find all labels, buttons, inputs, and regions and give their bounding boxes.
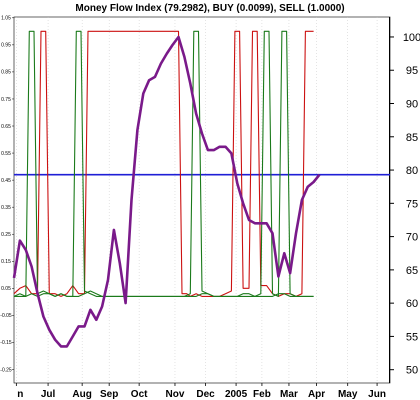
left-tick-label: 0.45: [1, 178, 11, 184]
left-tick-label: 0.75: [1, 97, 11, 103]
x-tick-label: Feb: [253, 389, 271, 400]
right-tick-label: 90: [406, 99, 418, 111]
right-axis: 50 55 60 65 70 75 80 85 90 95 100: [390, 32, 420, 377]
left-tick-label: 0.25: [1, 232, 11, 238]
series-layer: [12, 30, 321, 348]
left-tick-label: 0.35: [1, 205, 11, 211]
left-tick-label: 0.15: [1, 259, 11, 265]
x-tick-label: Nov: [166, 389, 185, 400]
left-tick-label: 1.05: [1, 16, 11, 22]
left-tick-label: -0.05: [0, 313, 12, 319]
left-tick-label: -0.25: [0, 367, 12, 373]
left-tick-label: 0.85: [1, 70, 11, 76]
right-tick-label: 85: [406, 132, 418, 144]
series-line-3: [13, 30, 314, 297]
x-tick-label: Jul: [41, 389, 56, 400]
right-tick-label: 65: [406, 265, 418, 277]
left-tick-label: -0.15: [0, 340, 12, 346]
left-tick-label: 0.55: [1, 151, 11, 157]
right-tick-label: 70: [406, 232, 418, 244]
x-tick-label: n: [17, 389, 23, 400]
right-tick-label: 50: [406, 365, 418, 377]
left-tick-label: 0.05: [1, 286, 11, 292]
right-tick-label: 55: [406, 331, 418, 343]
right-tick-label: 60: [406, 298, 418, 310]
left-tick-label: 0.95: [1, 43, 11, 49]
x-tick-label: Sep: [100, 389, 118, 400]
x-tick-label: 2005: [225, 389, 248, 400]
right-tick-label: 80: [406, 165, 418, 177]
x-tick-label: Dec: [196, 389, 215, 400]
x-tick-label: May: [338, 389, 358, 400]
left-tick-label: 0.65: [1, 124, 11, 130]
x-tick-label: Mar: [280, 389, 298, 400]
right-tick-label: 75: [406, 198, 418, 210]
series-line-0: [12, 35, 321, 348]
x-tick-label: Oct: [131, 389, 148, 400]
right-tick-label: 95: [406, 65, 418, 77]
x-tick-label: Aug: [72, 389, 91, 400]
chart-title: Money Flow Index (79.2982), BUY (0.0099)…: [75, 3, 344, 14]
right-tick-label: 100: [403, 32, 420, 44]
x-axis: n Jul Aug Sep Oct Nov Dec 2005 Feb Mar Apr May Jun: [15, 383, 386, 400]
x-tick-label: Jun: [368, 389, 386, 400]
grid: [16, 17, 378, 383]
left-axis: -0.25 -0.15 -0.05 0.05 0.15 0.25 0.35 0.45 0.55 0…: [0, 16, 14, 373]
x-tick-label: Apr: [308, 389, 325, 400]
